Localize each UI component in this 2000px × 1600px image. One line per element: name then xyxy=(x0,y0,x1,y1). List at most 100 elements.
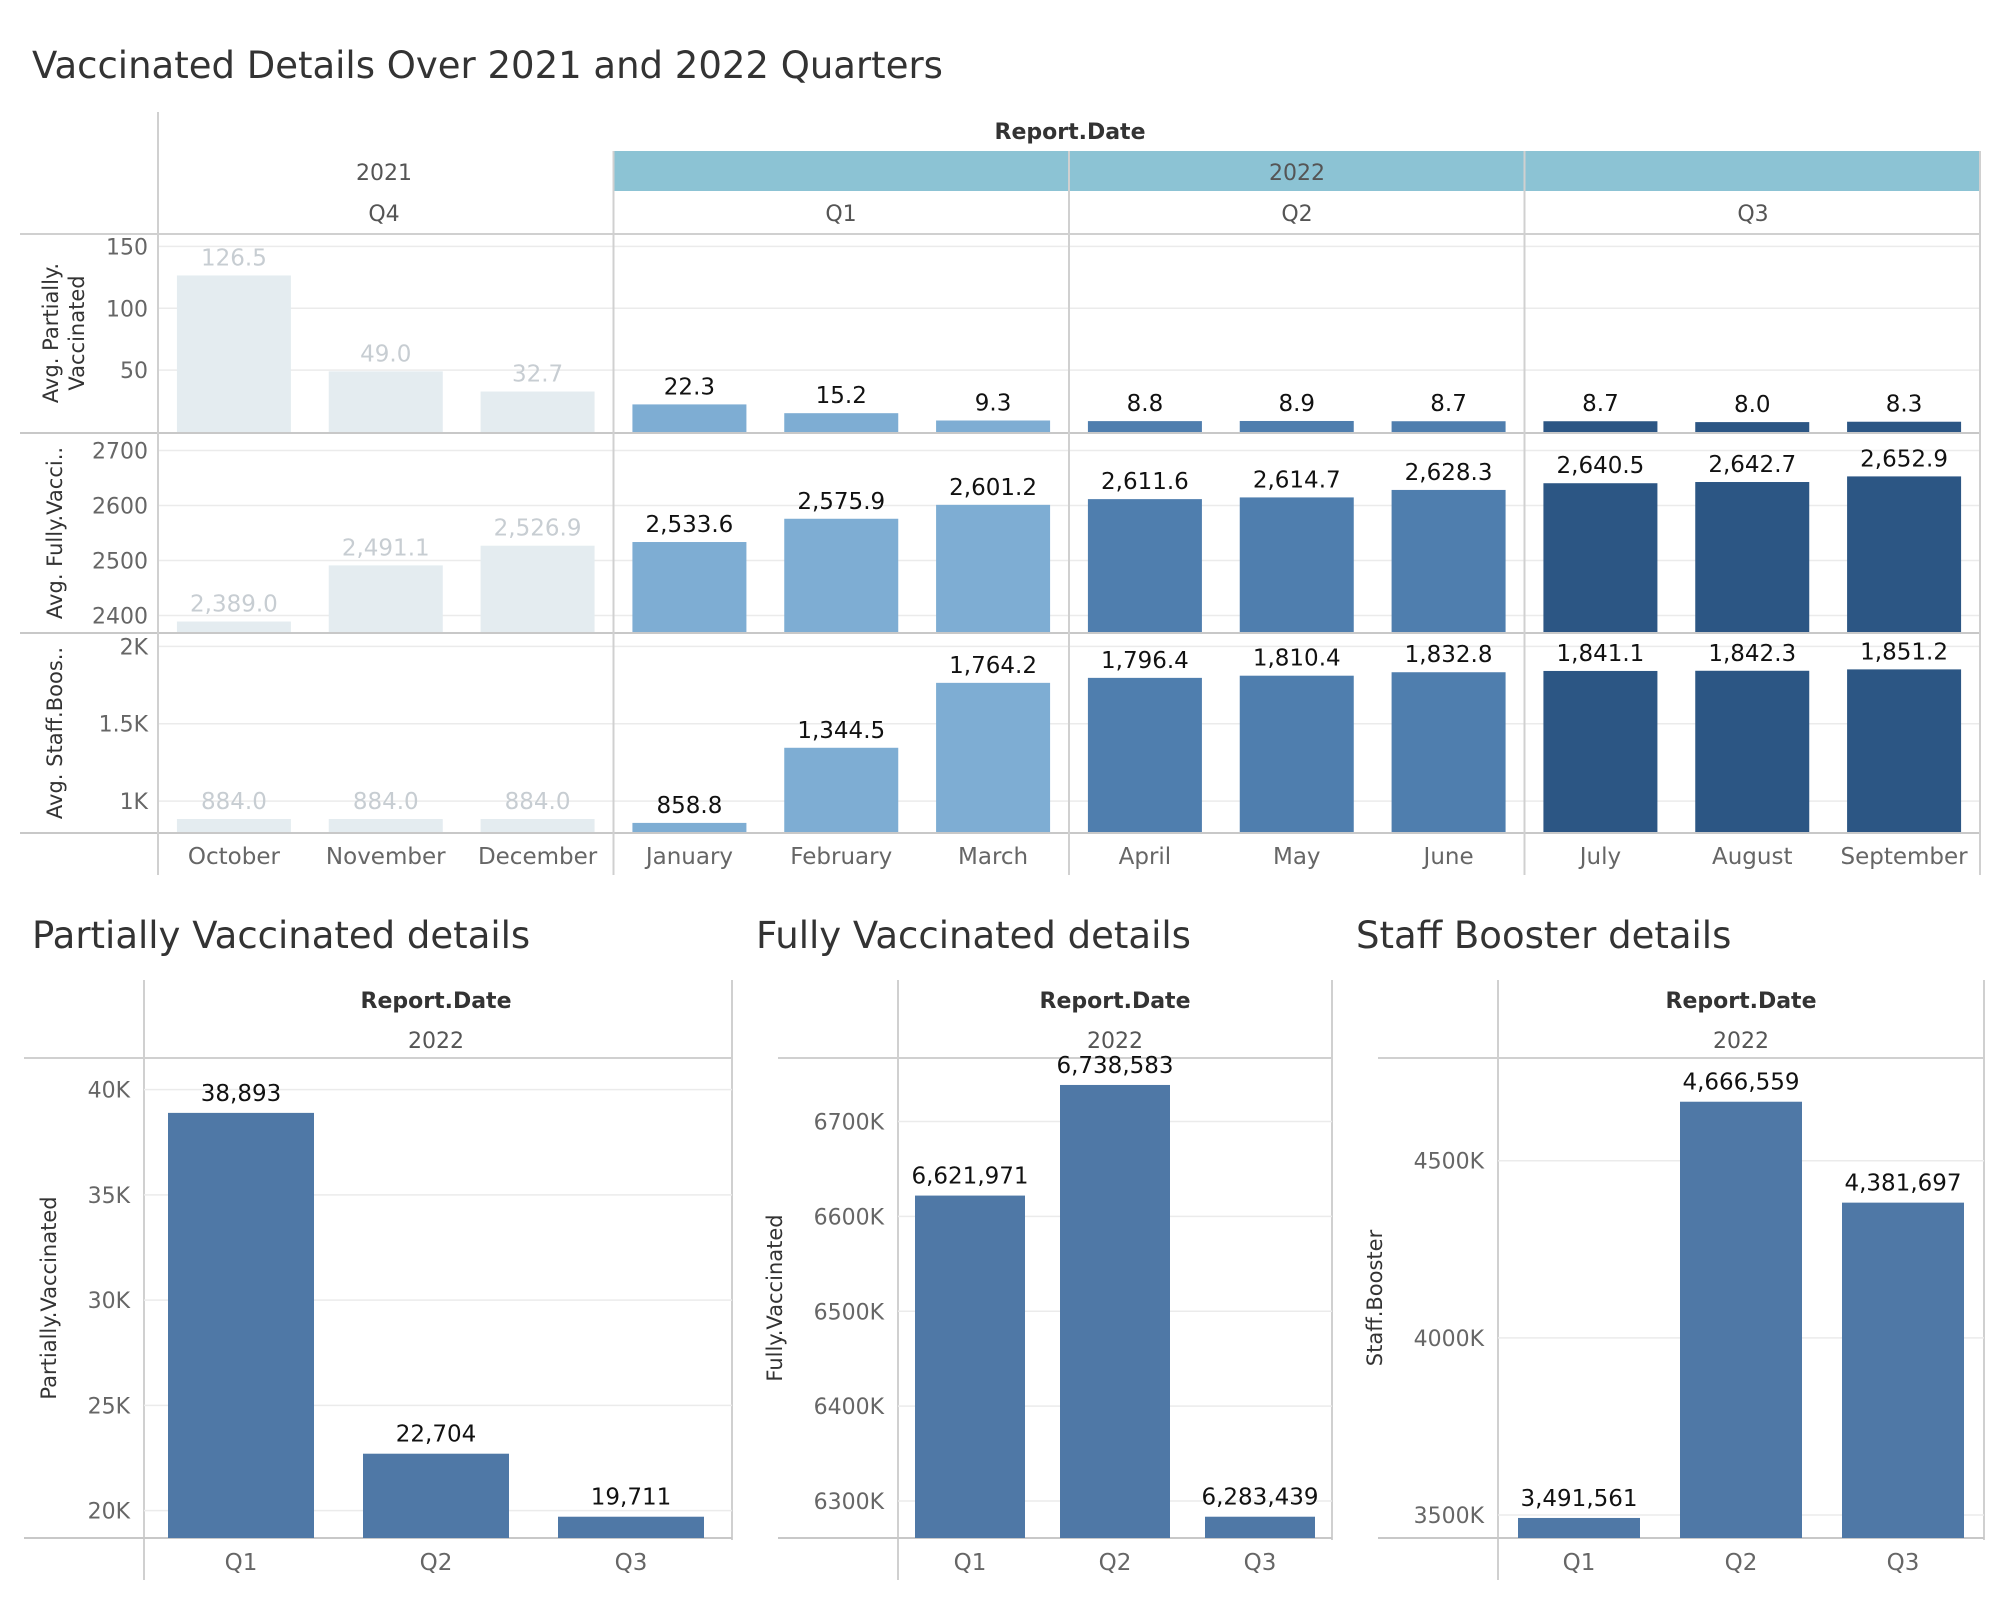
bar-january xyxy=(632,822,747,832)
y-tick-label: 150 xyxy=(106,235,148,260)
bar-august xyxy=(1695,482,1810,632)
bar-october xyxy=(176,621,291,632)
data-label: 6,738,583 xyxy=(1056,1053,1173,1079)
bar-april xyxy=(1087,421,1202,432)
quarter-label-q1: Q1 xyxy=(825,202,856,227)
bar-january xyxy=(632,542,747,632)
data-label: 4,381,697 xyxy=(1844,1171,1961,1197)
year-label-2022: 2022 xyxy=(1269,161,1325,186)
booster-header-field: Report.Date xyxy=(1666,989,1817,1014)
data-label: 1,842.3 xyxy=(1708,641,1796,667)
data-label: 2,389.0 xyxy=(190,592,278,618)
month-label: April xyxy=(1119,844,1172,870)
partially-header-year: 2022 xyxy=(408,1029,464,1054)
data-label: 4,666,559 xyxy=(1682,1070,1799,1096)
data-label: 2,611.6 xyxy=(1101,469,1189,495)
y-tick-label: 1.5K xyxy=(99,713,149,738)
fully-header-year: 2022 xyxy=(1087,1029,1143,1054)
bar-may xyxy=(1239,675,1354,832)
y-tick-label: 4000K xyxy=(1414,1327,1485,1352)
axis-title-line: Vaccinated xyxy=(65,275,89,390)
month-label: June xyxy=(1422,844,1474,870)
data-label: 2,640.5 xyxy=(1557,453,1645,479)
bar-august xyxy=(1695,422,1810,432)
month-label: August xyxy=(1712,844,1793,870)
data-label: 38,893 xyxy=(201,1081,281,1107)
y-tick-label: 25K xyxy=(88,1394,131,1419)
bar-november xyxy=(328,565,443,632)
data-label: 1,796.4 xyxy=(1101,648,1189,674)
month-label: May xyxy=(1273,844,1321,870)
data-label: 8.8 xyxy=(1127,391,1164,417)
data-label: 1,344.5 xyxy=(797,718,885,744)
bar-february xyxy=(784,413,899,432)
data-label: 6,283,439 xyxy=(1201,1485,1318,1511)
data-label: 9.3 xyxy=(975,390,1012,416)
data-label: 2,491.1 xyxy=(342,535,430,561)
y-tick-label: 100 xyxy=(106,297,148,322)
y-tick-label: 50 xyxy=(120,359,148,384)
y-tick-label: 2500 xyxy=(92,550,148,575)
month-label: December xyxy=(478,844,598,870)
data-label: 1,832.8 xyxy=(1405,642,1493,668)
data-label: 6,621,971 xyxy=(911,1164,1028,1190)
quarter-label: Q3 xyxy=(615,1550,648,1576)
bar-q3 xyxy=(1842,1202,1964,1538)
bar-february xyxy=(784,518,899,632)
chart-marks: 50 100 150 2400 2500 2600 2700 1K 1.5K 2K Avg. Par… xyxy=(20,112,1985,1580)
data-label: 22.3 xyxy=(664,374,715,400)
data-label: 32.7 xyxy=(512,362,563,388)
year-label-2021: 2021 xyxy=(356,161,412,186)
bar-q1 xyxy=(168,1112,314,1538)
month-label: September xyxy=(1841,844,1969,870)
bar-july xyxy=(1543,670,1658,832)
bar-october xyxy=(176,275,291,432)
data-label: 1,851.2 xyxy=(1860,639,1948,665)
bar-november xyxy=(328,371,443,432)
quarter-label: Q2 xyxy=(420,1550,453,1576)
data-label: 3,491,561 xyxy=(1520,1486,1637,1512)
data-label: 858.8 xyxy=(656,793,722,819)
data-label: 2,526.9 xyxy=(494,516,582,542)
data-label: 8.7 xyxy=(1430,391,1467,417)
data-label: 884.0 xyxy=(353,789,419,815)
quarter-label: Q3 xyxy=(1244,1550,1277,1576)
quarter-label-q2: Q2 xyxy=(1281,202,1312,227)
data-label: 126.5 xyxy=(201,245,267,271)
bar-february xyxy=(784,747,899,832)
data-label: 1,810.4 xyxy=(1253,646,1341,672)
bar-april xyxy=(1087,677,1202,832)
bar-april xyxy=(1087,499,1202,632)
data-label: 22,704 xyxy=(396,1422,476,1448)
bar-october xyxy=(176,819,291,832)
data-label: 1,841.1 xyxy=(1557,641,1645,667)
partially-panel-title: Partially Vaccinated details xyxy=(32,914,530,957)
data-label: 8.0 xyxy=(1734,392,1771,418)
data-label: 19,711 xyxy=(591,1485,671,1511)
y-tick-label: 2700 xyxy=(92,440,148,465)
bar-august xyxy=(1695,670,1810,832)
axis-title-line: Avg. Fully.Vacci.. xyxy=(43,447,67,619)
y-tick-label: 6700K xyxy=(814,1111,885,1136)
data-label: 884.0 xyxy=(505,789,571,815)
y-tick-label: 40K xyxy=(88,1079,131,1104)
y-tick-label: 6300K xyxy=(814,1490,885,1515)
y-tick-label: 2600 xyxy=(92,495,148,520)
bar-september xyxy=(1847,421,1962,432)
month-label: November xyxy=(326,844,446,870)
fully-header-field: Report.Date xyxy=(1040,989,1191,1014)
data-label: 2,601.2 xyxy=(949,475,1037,501)
y-tick-label: 6600K xyxy=(814,1205,885,1230)
bar-march xyxy=(936,504,1051,632)
y-tick-label: 35K xyxy=(88,1184,131,1209)
y-tick-label: 20K xyxy=(88,1500,131,1525)
month-label: February xyxy=(790,844,892,870)
y-tick-label: 2K xyxy=(120,635,149,660)
bar-september xyxy=(1847,476,1962,632)
data-label: 49.0 xyxy=(360,341,411,367)
quarter-label: Q2 xyxy=(1725,1550,1758,1576)
panel-axis-title: Partially.Vaccinated xyxy=(37,1196,61,1399)
data-label: 8.9 xyxy=(1278,391,1315,417)
y-tick-label: 30K xyxy=(88,1289,131,1314)
data-label: 8.3 xyxy=(1886,392,1923,418)
